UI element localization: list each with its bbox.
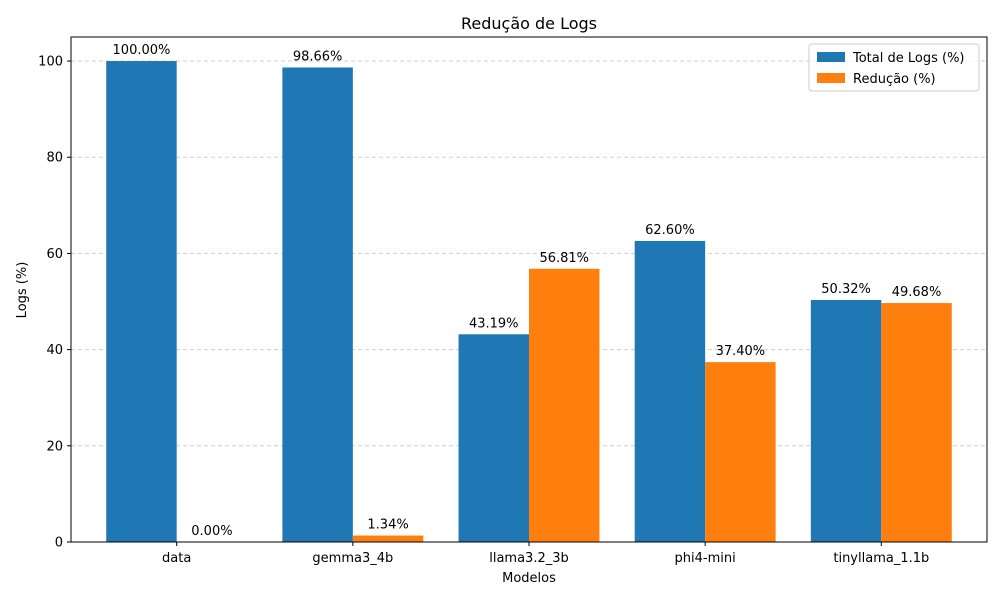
x-tick-label: llama3.2_3b — [489, 551, 569, 566]
y-axis-label: Logs (%) — [15, 262, 30, 319]
data-label-1-0: 0.00% — [191, 524, 232, 539]
legend-swatch-1 — [817, 73, 845, 83]
data-labels: 100.00% 98.66% 43.19% 62.60% 50.32% 0.00% 1.34… — [113, 43, 942, 539]
data-label-1-1: 1.34% — [367, 518, 408, 533]
data-label-1-2: 56.81% — [539, 251, 589, 266]
bar-0-0 — [106, 61, 177, 543]
data-label-0-2: 43.19% — [469, 316, 519, 331]
data-label-1-4: 49.68% — [892, 285, 942, 300]
bar-0-3 — [634, 240, 706, 542]
data-label-0-0: 100.00% — [113, 43, 171, 58]
y-axis: 0 20 40 60 80 100 — [38, 55, 71, 551]
y-tick-label: 100 — [38, 55, 63, 70]
y-tick-label: 60 — [46, 247, 63, 262]
legend: Total de Logs (%) Redução (%) — [808, 43, 980, 92]
x-axis: data gemma3_4b llama3.2_3b phi4-mini tinylla… — [162, 542, 929, 566]
bar-1-2 — [529, 268, 600, 542]
bar-0-2 — [458, 334, 529, 542]
data-label-0-4: 50.32% — [821, 282, 871, 297]
legend-swatch-0 — [817, 52, 845, 62]
y-tick-label: 0 — [55, 536, 63, 551]
data-label-0-1: 98.66% — [293, 49, 343, 64]
x-tick-label: gemma3_4b — [312, 551, 393, 566]
x-axis-label: Modelos — [502, 571, 556, 586]
bar-1-4 — [881, 303, 952, 542]
bar-1-1 — [352, 535, 424, 542]
x-tick-label: data — [162, 551, 191, 566]
x-tick-label: phi4-mini — [675, 551, 736, 566]
data-label-1-3: 37.40% — [716, 344, 766, 359]
bar-1-3 — [705, 362, 776, 542]
y-tick-label: 80 — [46, 151, 63, 166]
bars — [106, 61, 952, 543]
bar-0-1 — [282, 67, 353, 543]
legend-label-0: Total de Logs (%) — [852, 51, 965, 66]
legend-label-1: Redução (%) — [853, 72, 936, 87]
bar-0-4 — [810, 299, 882, 542]
chart-title: Redução de Logs — [461, 14, 597, 33]
data-label-0-3: 62.60% — [645, 223, 695, 238]
x-tick-label: tinyllama_1.1b — [833, 551, 929, 566]
y-tick-label: 40 — [46, 343, 63, 358]
legend-box — [808, 43, 980, 92]
y-tick-label: 20 — [46, 439, 63, 454]
